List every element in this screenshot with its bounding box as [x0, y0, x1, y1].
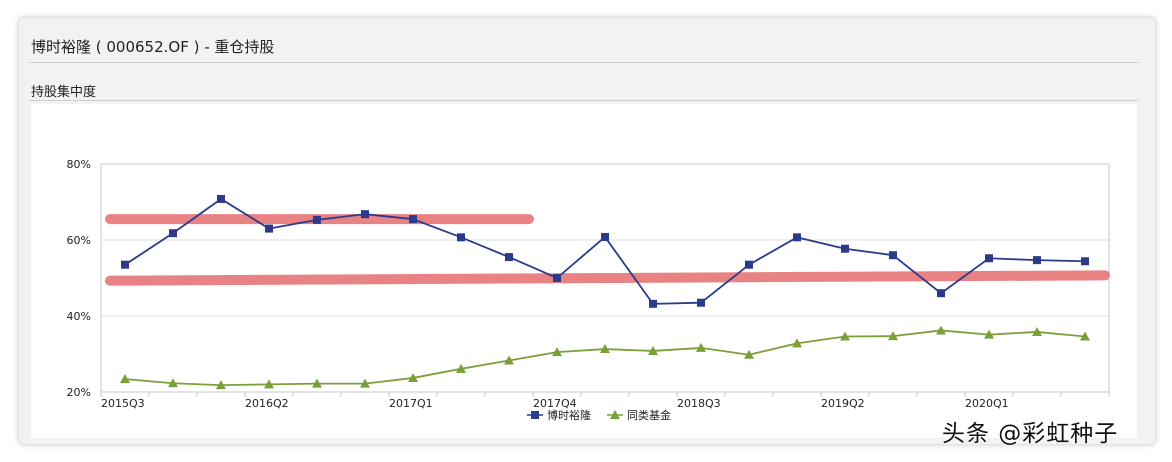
- y-tick-label: 20%: [67, 386, 91, 399]
- legend-label: 同类基金: [627, 408, 671, 422]
- page-title: 博时裕隆 ( 000652.OF ) - 重仓持股: [31, 38, 275, 56]
- data-point: [745, 260, 753, 269]
- data-point: [1081, 257, 1089, 266]
- data-point: [264, 379, 274, 389]
- data-point: [409, 215, 417, 224]
- data-point: [1032, 326, 1042, 336]
- data-point: [552, 347, 562, 357]
- legend-marker: [531, 411, 539, 419]
- data-point: [1033, 256, 1041, 265]
- data-point: [936, 325, 946, 335]
- data-point: [888, 331, 898, 341]
- data-point: [313, 215, 321, 224]
- y-tick-label: 40%: [67, 310, 91, 323]
- series-line: [124, 329, 1086, 387]
- x-tick-label: 2020Q1: [965, 397, 1009, 410]
- data-point: [121, 260, 129, 269]
- data-point: [793, 233, 801, 242]
- x-tick-label: 2018Q3: [677, 397, 721, 410]
- watermark: 头条 @彩虹种子: [942, 421, 1119, 447]
- data-point: [265, 224, 273, 233]
- data-point: [937, 289, 945, 298]
- data-point: [168, 378, 178, 388]
- section-divider: [29, 100, 1139, 101]
- data-point: [505, 253, 513, 262]
- data-point: [601, 232, 609, 241]
- section-title: 持股集中度: [31, 85, 97, 100]
- x-tick-label: 2015Q3: [101, 397, 145, 410]
- y-tick-label: 60%: [67, 234, 91, 247]
- x-tick-label: 2017Q1: [389, 397, 433, 410]
- data-point: [840, 331, 850, 341]
- data-point: [649, 299, 657, 308]
- data-point: [312, 378, 322, 388]
- legend-label: 博时裕隆: [547, 408, 591, 422]
- data-point: [600, 344, 610, 354]
- data-point: [169, 229, 177, 238]
- chart-card: 博时裕隆 ( 000652.OF ) - 重仓持股 持股集中度 20% 40% 60…: [18, 17, 1156, 445]
- data-point: [216, 380, 226, 390]
- x-tick-label: 2016Q2: [245, 397, 289, 410]
- data-point: [697, 298, 705, 307]
- data-point: [408, 372, 418, 382]
- concentration-chart: 20% 40% 60% 80% 2015Q3 2016Q2 2017Q1 2017Q4 2018…: [67, 158, 1110, 422]
- x-tick-label: 2017Q4: [533, 397, 577, 410]
- legend-marker: [610, 410, 620, 419]
- y-tick-label: 80%: [67, 158, 91, 171]
- data-point: [457, 233, 465, 242]
- data-point: [744, 349, 754, 359]
- data-point: [696, 342, 706, 352]
- title-divider: [29, 62, 1139, 63]
- data-point: [361, 210, 369, 219]
- data-point: [1080, 331, 1090, 341]
- data-point: [456, 363, 466, 373]
- data-point: [504, 355, 514, 365]
- highlight-bar: [105, 270, 1110, 286]
- data-point: [120, 374, 130, 384]
- data-point: [553, 274, 561, 282]
- data-point: [985, 254, 993, 263]
- plot-area: 20% 40% 60% 80% 2015Q3 2016Q2 2017Q1 2017Q4 2018…: [31, 104, 1137, 438]
- x-tick-label: 2019Q2: [821, 397, 865, 410]
- data-point: [360, 378, 370, 388]
- data-point: [984, 329, 994, 339]
- data-point: [217, 194, 225, 203]
- data-point: [648, 345, 658, 355]
- data-point: [841, 244, 849, 253]
- data-point: [889, 251, 897, 260]
- data-point: [792, 338, 802, 348]
